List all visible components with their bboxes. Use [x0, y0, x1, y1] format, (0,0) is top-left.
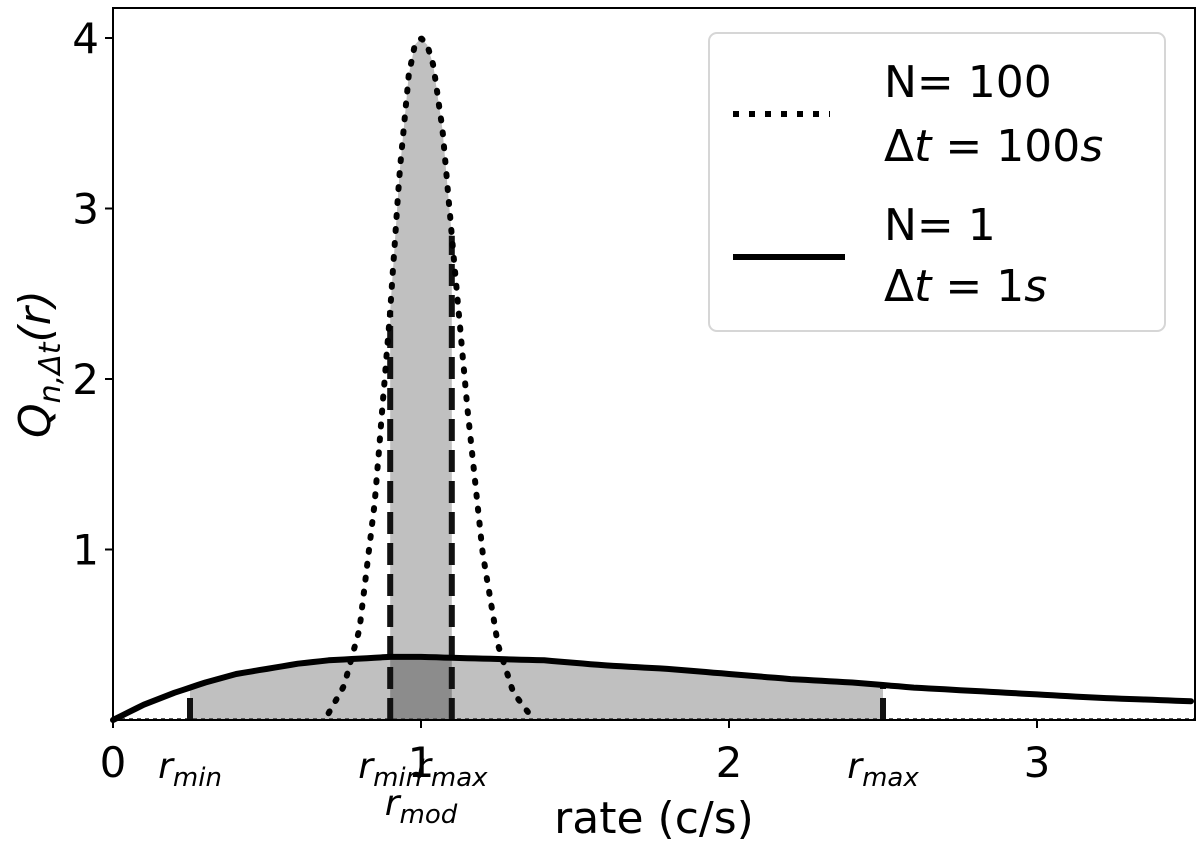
shade-overlap	[390, 656, 452, 720]
annotation-rmax-wide: rmax	[847, 746, 919, 793]
legend-label-series-2-unit: s	[1024, 261, 1047, 312]
x-tick-label: 1	[408, 738, 435, 787]
x-tick-label: 0	[100, 738, 127, 787]
shade-area-series-1	[390, 38, 452, 720]
annotation-rmin-wide: rmin	[158, 746, 222, 793]
series-line-2	[110, 653, 1194, 723]
y-tick-label: 2	[72, 355, 99, 404]
annotation-sub: min	[173, 763, 222, 793]
series-line-1	[325, 35, 532, 717]
annotation-sub: mod	[400, 800, 458, 830]
legend-label-series-2-value: = 1	[931, 261, 1024, 312]
annotation-sub: min	[373, 763, 422, 793]
annotation-sub: max	[862, 763, 919, 793]
annotation-base: r	[385, 783, 402, 824]
legend-label-series-2-line1: N= 1	[884, 200, 996, 251]
legend: N= 100 Δt = 100s N= 1 Δt = 1s	[708, 32, 1166, 332]
plot-frame	[112, 7, 1196, 721]
y-axis-label-arg: (r)	[10, 290, 61, 342]
x-tick-label: 2	[716, 738, 743, 787]
series-layer	[110, 35, 1195, 723]
y-tick-label: 1	[72, 526, 99, 575]
annotation-base: r	[158, 746, 175, 787]
legend-label-series-1-value: = 100	[931, 121, 1080, 172]
legend-label-series-1-delta: Δ	[884, 121, 914, 172]
legend-label-series-2-delta: Δ	[884, 261, 914, 312]
legend-label-series-1-t: t	[914, 121, 933, 172]
annotation-sub: max	[431, 763, 488, 793]
y-axis-label-sub: n,Δt	[33, 341, 68, 403]
legend-label-series-1-unit: s	[1080, 121, 1103, 172]
x-tick-label: 3	[1024, 738, 1051, 787]
legend-label-series-2-t: t	[914, 261, 933, 312]
y-tick-label: 4	[72, 14, 99, 63]
annotation-rmax-narrow: rmax	[416, 746, 488, 793]
annotation-base: r	[416, 746, 433, 787]
x-axis-label: rate (c/s)	[554, 793, 754, 841]
legend-label-series-1-line2: Δt = 100s	[884, 121, 1103, 172]
annotation-rmin-narrow: rmin	[358, 746, 422, 793]
tick-layer: 0 1 2 3 1 2 3 4	[72, 14, 1050, 787]
annotation-rmod: rmod	[385, 783, 458, 830]
legend-label-series-1-line1: N= 100	[884, 57, 1052, 108]
y-axis-label-base: Q	[10, 403, 61, 438]
y-tick-label: 3	[72, 185, 99, 234]
annotation-base: r	[358, 746, 375, 787]
annotation-base: r	[847, 746, 864, 787]
y-axis-label: Qn,Δt(r)	[10, 290, 68, 438]
legend-label-series-2-line2: Δt = 1s	[884, 261, 1047, 312]
